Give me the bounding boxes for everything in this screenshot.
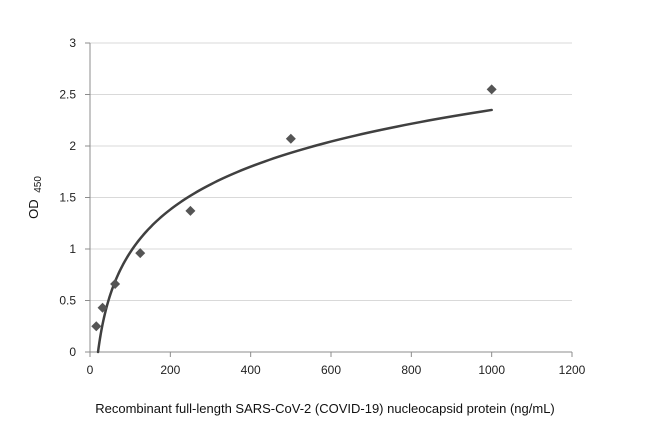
axes	[85, 42, 573, 357]
tick-labels: 0 0.5 1 1.5 2 2.5 3 0 200 400 600 800 1000 1200	[59, 36, 585, 377]
data-point-0-1	[97, 302, 108, 313]
y-axis-title-subscript: 450	[33, 176, 44, 193]
data-point-0-0	[91, 321, 102, 332]
y-tick-label-1: 0.5	[59, 294, 76, 308]
trendline-layer	[96, 108, 493, 354]
x-tick-label-4: 800	[401, 363, 421, 377]
y-tick-label-2: 1	[69, 242, 76, 256]
y-axis-title: OD 450	[26, 176, 44, 219]
x-tick-label-3: 600	[321, 363, 341, 377]
trendline	[96, 108, 493, 354]
x-tick-label-6: 1200	[559, 363, 586, 377]
data-point-0-3	[135, 248, 146, 259]
y-tick-label-3: 1.5	[59, 191, 76, 205]
data-point-0-2	[110, 279, 121, 290]
y-axis-title-main: OD	[26, 199, 41, 219]
y-tick-label-6: 3	[69, 36, 76, 50]
data-points	[91, 84, 497, 332]
grid-lines	[90, 42, 572, 301]
data-point-0-5	[285, 133, 296, 144]
y-tick-label-4: 2	[69, 139, 76, 153]
x-tick-label-2: 400	[241, 363, 261, 377]
y-tick-label-5: 2.5	[59, 88, 76, 102]
y-tick-label-0: 0	[69, 345, 76, 359]
x-axis-title: Recombinant full-length SARS-CoV-2 (COVI…	[95, 401, 555, 416]
data-point-0-6	[486, 84, 497, 95]
data-point-0-4	[185, 205, 196, 216]
x-tick-label-1: 200	[160, 363, 180, 377]
x-tick-label-5: 1000	[478, 363, 505, 377]
x-tick-label-0: 0	[87, 363, 94, 377]
